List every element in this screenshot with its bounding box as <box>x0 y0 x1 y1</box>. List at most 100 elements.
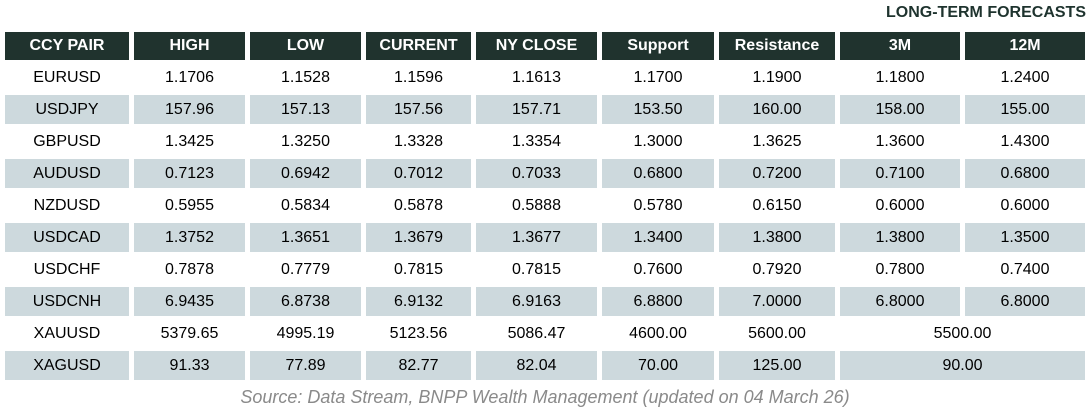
current-cell: 82.77 <box>366 351 471 380</box>
col-header-high: HIGH <box>134 32 245 60</box>
forecast-12m-cell: 0.6000 <box>965 191 1085 220</box>
forecast-3m-cell: 0.6000 <box>840 191 960 220</box>
ccy-pair-cell: EURUSD <box>5 63 129 92</box>
resistance-cell: 1.3625 <box>719 127 835 156</box>
ny-close-cell: 157.71 <box>476 95 597 124</box>
fx-forecast-table: CCY PAIR HIGH LOW CURRENT NY CLOSE Suppo… <box>0 29 1090 383</box>
ccy-pair-cell: USDCHF <box>5 255 129 284</box>
forecast-3m-cell: 0.7800 <box>840 255 960 284</box>
ccy-pair-cell: XAUUSD <box>5 319 129 348</box>
table-row-usdjpy: USDJPY 157.96 157.13 157.56 157.71 153.5… <box>5 95 1085 124</box>
resistance-cell: 160.00 <box>719 95 835 124</box>
ny-close-cell: 82.04 <box>476 351 597 380</box>
forecast-12m-cell: 1.3500 <box>965 223 1085 252</box>
forecast-3m-cell: 158.00 <box>840 95 960 124</box>
low-cell: 1.3250 <box>250 127 361 156</box>
ny-close-cell: 0.7033 <box>476 159 597 188</box>
ccy-pair-cell: USDCNH <box>5 287 129 316</box>
ccy-pair-cell: USDCAD <box>5 223 129 252</box>
col-header-current: CURRENT <box>366 32 471 60</box>
forecast-12m-cell: 1.2400 <box>965 63 1085 92</box>
table-row-usdchf: USDCHF 0.7878 0.7779 0.7815 0.7815 0.760… <box>5 255 1085 284</box>
forecast-merged-cell: 90.00 <box>840 351 1085 380</box>
table-row-audusd: AUDUSD 0.7123 0.6942 0.7012 0.7033 0.680… <box>5 159 1085 188</box>
forecast-12m-cell: 155.00 <box>965 95 1085 124</box>
ccy-pair-cell: XAGUSD <box>5 351 129 380</box>
support-cell: 70.00 <box>602 351 714 380</box>
current-cell: 1.1596 <box>366 63 471 92</box>
forecast-12m-cell: 1.4300 <box>965 127 1085 156</box>
support-cell: 0.6800 <box>602 159 714 188</box>
current-cell: 0.7012 <box>366 159 471 188</box>
low-cell: 6.8738 <box>250 287 361 316</box>
table-row-xauusd: XAUUSD 5379.65 4995.19 5123.56 5086.47 4… <box>5 319 1085 348</box>
support-cell: 1.3000 <box>602 127 714 156</box>
resistance-cell: 125.00 <box>719 351 835 380</box>
high-cell: 0.5955 <box>134 191 245 220</box>
resistance-cell: 0.6150 <box>719 191 835 220</box>
forecast-12m-cell: 0.7400 <box>965 255 1085 284</box>
table-row-eurusd: EURUSD 1.1706 1.1528 1.1596 1.1613 1.170… <box>5 63 1085 92</box>
ccy-pair-cell: AUDUSD <box>5 159 129 188</box>
col-header-ny-close: NY CLOSE <box>476 32 597 60</box>
ccy-pair-cell: GBPUSD <box>5 127 129 156</box>
support-cell: 0.7600 <box>602 255 714 284</box>
resistance-cell: 1.3800 <box>719 223 835 252</box>
ccy-pair-cell: USDJPY <box>5 95 129 124</box>
forecast-3m-cell: 0.7100 <box>840 159 960 188</box>
support-cell: 4600.00 <box>602 319 714 348</box>
low-cell: 1.3651 <box>250 223 361 252</box>
col-header-12m: 12M <box>965 32 1085 60</box>
high-cell: 91.33 <box>134 351 245 380</box>
table-row-gbpusd: GBPUSD 1.3425 1.3250 1.3328 1.3354 1.300… <box>5 127 1085 156</box>
table-row-usdcad: USDCAD 1.3752 1.3651 1.3679 1.3677 1.340… <box>5 223 1085 252</box>
ny-close-cell: 1.3354 <box>476 127 597 156</box>
low-cell: 0.7779 <box>250 255 361 284</box>
low-cell: 77.89 <box>250 351 361 380</box>
table-row-usdcnh: USDCNH 6.9435 6.8738 6.9132 6.9163 6.880… <box>5 287 1085 316</box>
ny-close-cell: 0.5888 <box>476 191 597 220</box>
col-header-support: Support <box>602 32 714 60</box>
low-cell: 0.6942 <box>250 159 361 188</box>
col-header-ccy-pair: CCY PAIR <box>5 32 129 60</box>
ny-close-cell: 6.9163 <box>476 287 597 316</box>
low-cell: 157.13 <box>250 95 361 124</box>
low-cell: 0.5834 <box>250 191 361 220</box>
forecast-3m-cell: 1.3800 <box>840 223 960 252</box>
table-header-row: CCY PAIR HIGH LOW CURRENT NY CLOSE Suppo… <box>5 32 1085 60</box>
resistance-cell: 0.7920 <box>719 255 835 284</box>
current-cell: 0.5878 <box>366 191 471 220</box>
high-cell: 1.1706 <box>134 63 245 92</box>
low-cell: 4995.19 <box>250 319 361 348</box>
long-term-forecasts-label: LONG-TERM FORECASTS <box>886 4 1086 21</box>
high-cell: 0.7123 <box>134 159 245 188</box>
forecast-3m-cell: 1.1800 <box>840 63 960 92</box>
support-cell: 153.50 <box>602 95 714 124</box>
table-row-nzdusd: NZDUSD 0.5955 0.5834 0.5878 0.5888 0.578… <box>5 191 1085 220</box>
ccy-pair-cell: NZDUSD <box>5 191 129 220</box>
high-cell: 157.96 <box>134 95 245 124</box>
support-cell: 1.3400 <box>602 223 714 252</box>
resistance-cell: 7.0000 <box>719 287 835 316</box>
high-cell: 1.3752 <box>134 223 245 252</box>
forecast-12m-cell: 0.6800 <box>965 159 1085 188</box>
col-header-resistance: Resistance <box>719 32 835 60</box>
support-cell: 6.8800 <box>602 287 714 316</box>
ny-close-cell: 0.7815 <box>476 255 597 284</box>
forecast-3m-cell: 1.3600 <box>840 127 960 156</box>
current-cell: 157.56 <box>366 95 471 124</box>
current-cell: 6.9132 <box>366 287 471 316</box>
high-cell: 6.9435 <box>134 287 245 316</box>
forecast-12m-cell: 6.8000 <box>965 287 1085 316</box>
table-row-xagusd: XAGUSD 91.33 77.89 82.77 82.04 70.00 125… <box>5 351 1085 380</box>
high-cell: 0.7878 <box>134 255 245 284</box>
resistance-cell: 5600.00 <box>719 319 835 348</box>
current-cell: 1.3328 <box>366 127 471 156</box>
resistance-cell: 0.7200 <box>719 159 835 188</box>
support-cell: 1.1700 <box>602 63 714 92</box>
high-cell: 5379.65 <box>134 319 245 348</box>
source-note: Source: Data Stream, BNPP Wealth Managem… <box>240 387 850 407</box>
current-cell: 0.7815 <box>366 255 471 284</box>
current-cell: 5123.56 <box>366 319 471 348</box>
ny-close-cell: 5086.47 <box>476 319 597 348</box>
